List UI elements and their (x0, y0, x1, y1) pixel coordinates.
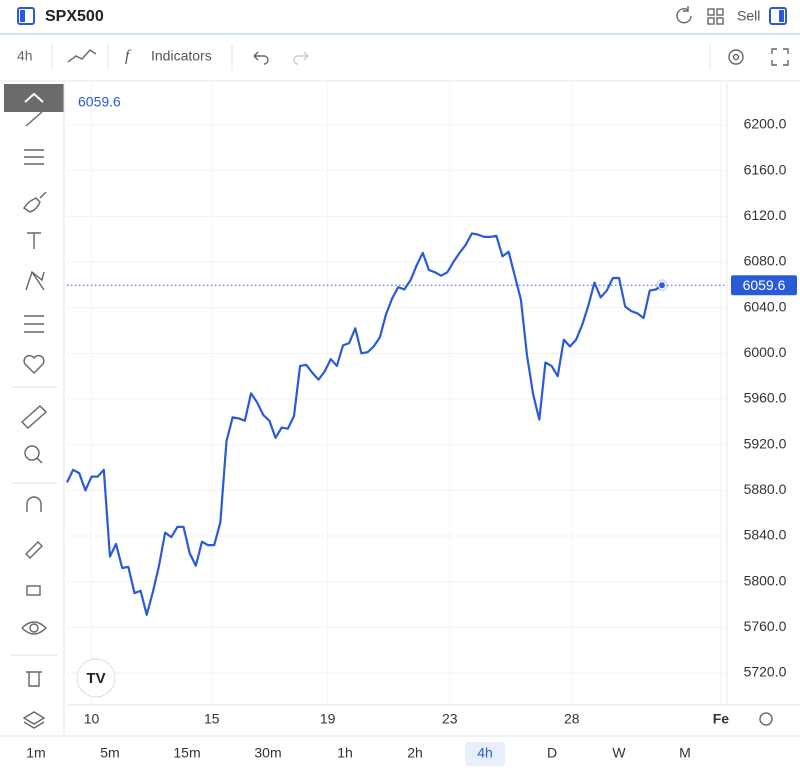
plot (66, 83, 727, 705)
delete-tool[interactable] (26, 671, 42, 687)
brush-tool[interactable] (23, 191, 47, 213)
chart-type-icon[interactable] (67, 49, 97, 63)
visibility-eye (21, 621, 47, 635)
y-tick-label: 5880.0 (744, 481, 787, 497)
timeframe[interactable]: M (679, 745, 691, 761)
axis-settings-icon[interactable] (759, 712, 773, 726)
magnet-tool[interactable] (26, 496, 42, 512)
timeframe[interactable]: 1m (26, 745, 45, 761)
panel-right-fill (779, 10, 784, 22)
price-line (66, 232, 663, 616)
fullscreen-icon[interactable] (771, 48, 789, 66)
logo-badge[interactable] (76, 658, 116, 698)
x-tick-label: 19 (320, 711, 336, 727)
timeframe[interactable]: 2h (407, 745, 423, 761)
y-tick-label: 6040.0 (744, 298, 787, 314)
active-timeframe-bg (465, 742, 505, 766)
y-tick-label: 6160.0 (744, 161, 787, 177)
last-point (657, 281, 666, 290)
y-tick-label: 5960.0 (744, 390, 787, 406)
y-tick-label: 6120.0 (744, 207, 787, 223)
x-tick-label: Fe (713, 711, 730, 727)
panel-icon[interactable] (17, 7, 35, 25)
zoom-tool[interactable] (24, 445, 40, 461)
redo-icon[interactable] (293, 51, 309, 65)
panel-icon-fill (20, 10, 25, 22)
fib-tool[interactable] (24, 149, 44, 165)
visibility-tool[interactable] (29, 623, 39, 633)
timeframe[interactable]: 30m (254, 745, 281, 761)
layers-tool[interactable] (22, 711, 46, 729)
indicators-button[interactable]: Indicators (151, 48, 212, 64)
x-tick-label: 10 (84, 711, 100, 727)
favorites-tool[interactable] (23, 354, 45, 374)
timeframe[interactable]: 5m (100, 745, 119, 761)
reload-icon[interactable] (676, 6, 692, 24)
zoom-handle (36, 457, 43, 464)
y-tick-label: 5720.0 (744, 664, 787, 680)
forecast-tool[interactable] (24, 315, 44, 333)
last-price-badge-label: 6059.6 (743, 277, 786, 293)
last-price-legend: 6059.6 (78, 94, 121, 110)
timeframe[interactable]: 4h (477, 745, 493, 761)
logo: TV (86, 670, 105, 687)
timeframe[interactable]: 1h (337, 745, 353, 761)
lock-tool[interactable] (26, 585, 41, 596)
top-bar (0, 0, 800, 33)
x-tick-label: 23 (442, 711, 458, 727)
x-tick-label: 28 (564, 711, 580, 727)
interval[interactable]: 4h (17, 48, 33, 64)
lock-draw-tool[interactable] (25, 541, 43, 559)
panel-right-icon[interactable] (769, 7, 787, 25)
pattern-tool[interactable] (25, 270, 45, 291)
y-tick-label: 5920.0 (744, 435, 787, 451)
chevron-up (24, 92, 44, 103)
sell-button[interactable]: Sell (737, 8, 760, 24)
fx-icon: f (125, 48, 132, 65)
y-tick-label: 5800.0 (744, 572, 787, 588)
layout-icon[interactable] (707, 8, 724, 25)
symbol[interactable]: SPX500 (45, 8, 104, 25)
settings-icon[interactable] (728, 49, 744, 65)
settings-icon-center (732, 53, 740, 61)
y-tick-label: 5840.0 (744, 527, 787, 543)
y-tick-label: 6080.0 (744, 253, 787, 269)
undo-icon[interactable] (253, 51, 269, 65)
collapse-tools[interactable] (4, 84, 64, 112)
y-tick-label: 6000.0 (744, 344, 787, 360)
ruler-tool[interactable] (20, 405, 48, 429)
y-tick-label: 5760.0 (744, 618, 787, 634)
timeframe[interactable]: 15m (173, 745, 200, 761)
x-tick-label: 15 (204, 711, 220, 727)
last-price-badge (731, 275, 797, 296)
timeframe[interactable]: D (547, 745, 557, 761)
trend-line-tool[interactable] (25, 111, 43, 127)
text-tool[interactable] (27, 232, 41, 249)
y-tick-label: 6200.0 (744, 116, 787, 132)
timeframe[interactable]: W (612, 745, 626, 761)
